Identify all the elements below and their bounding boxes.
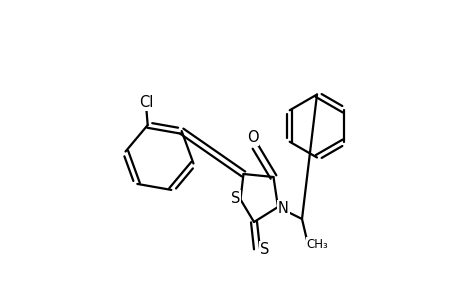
- Text: S: S: [259, 242, 269, 256]
- Text: N: N: [277, 201, 288, 216]
- Text: Cl: Cl: [139, 95, 153, 110]
- Text: S: S: [231, 191, 240, 206]
- Text: O: O: [246, 130, 258, 145]
- Text: CH₃: CH₃: [306, 238, 328, 251]
